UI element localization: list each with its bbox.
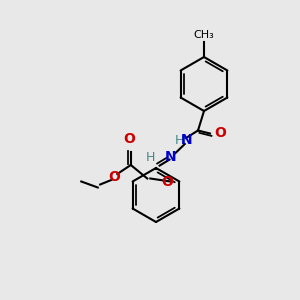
Text: N: N — [165, 150, 177, 164]
Text: N: N — [181, 134, 192, 147]
Text: H: H — [175, 134, 184, 147]
Text: O: O — [214, 126, 226, 140]
Text: CH₃: CH₃ — [194, 31, 214, 40]
Text: O: O — [161, 175, 173, 188]
Text: H: H — [146, 151, 155, 164]
Text: O: O — [108, 170, 120, 184]
Text: O: O — [123, 132, 135, 146]
